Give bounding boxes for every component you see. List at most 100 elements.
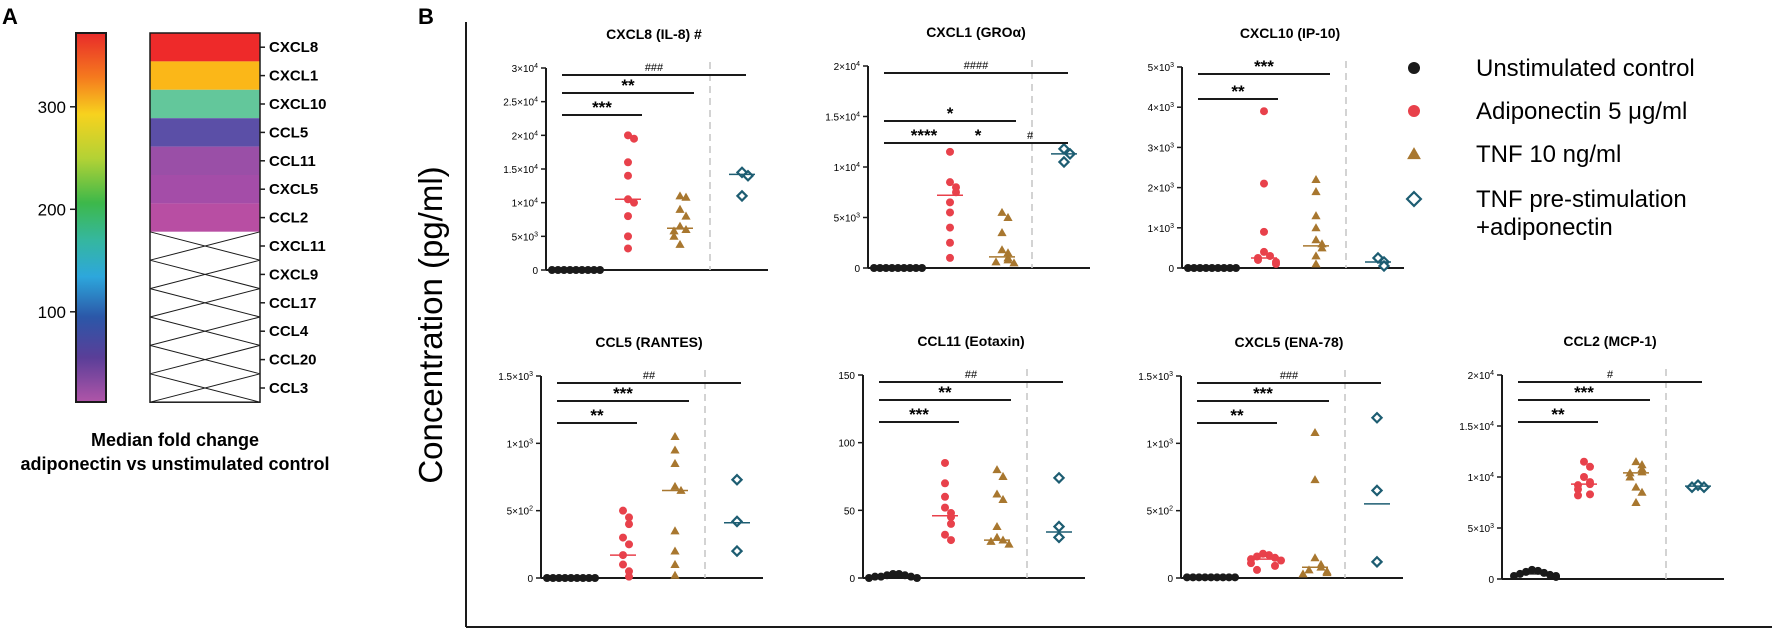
data-point (947, 536, 955, 545)
data-point (947, 519, 955, 528)
heatmap-row-label: CXCL11 (269, 238, 326, 255)
scale-tick-label: 300 (38, 98, 66, 117)
plot-6: CCL2 (MCP-1)05×1031×1041.5×1042×104*****… (1459, 333, 1724, 586)
data-point (1637, 487, 1647, 496)
heatmap-row-label: CXCL5 (269, 181, 318, 198)
plot-title: CCL2 (MCP-1) (1563, 333, 1656, 349)
data-point (986, 536, 996, 545)
data-point (1004, 539, 1014, 548)
significance-label: ### (1280, 370, 1299, 382)
data-point (1260, 107, 1268, 116)
y-tick-label-exponent: 4 (534, 198, 538, 205)
y-tick-label-base: 1×10 (834, 163, 857, 174)
y-tick-label-base: 1.5×10 (498, 372, 529, 383)
data-point (1534, 566, 1542, 575)
y-tick-label-exponent: 3 (1170, 183, 1174, 190)
y-tick-label: 1×103 (1147, 438, 1174, 450)
y-tick-label-base: 0 (527, 574, 533, 585)
plot-0: CXCL8 (IL-8) #05×1031×1041.5×1042×1042.5… (503, 26, 768, 277)
legend-marker (1407, 147, 1421, 160)
data-point (946, 198, 954, 207)
significance-label: *** (1253, 384, 1273, 403)
data-point (1253, 565, 1261, 574)
y-tick-label: 0 (1167, 574, 1173, 585)
data-point (1310, 475, 1320, 484)
plot-title: CCL5 (RANTES) (595, 334, 702, 350)
y-tick-label-base: 3×10 (1148, 143, 1171, 154)
data-point (1540, 568, 1548, 577)
y-tick-label: 5×103 (834, 213, 861, 225)
significance-label: *** (613, 384, 633, 403)
data-point (871, 572, 879, 581)
y-tick-label-exponent: 3 (1170, 62, 1174, 69)
data-point (876, 264, 884, 272)
significance-label: *** (1254, 57, 1274, 76)
data-point (1052, 531, 1066, 544)
data-point (991, 257, 1001, 266)
heatmap-cell (150, 203, 260, 232)
data-point (730, 473, 744, 486)
data-point (997, 228, 1007, 237)
panel-label-b: B (418, 4, 434, 29)
y-tick-label-exponent: 2 (1169, 506, 1173, 513)
data-point (624, 212, 632, 221)
heatmap-cross (149, 259, 261, 290)
y-tick-label-base: 2×10 (1468, 371, 1491, 382)
heatmap-row-label: CXCL9 (269, 266, 318, 283)
data-point (998, 471, 1008, 480)
data-point (1265, 551, 1273, 560)
data-point (1586, 462, 1594, 471)
heatmap-cross (149, 288, 261, 318)
y-tick-label: 5×102 (1147, 506, 1174, 518)
data-point (1311, 211, 1321, 220)
data-point (941, 530, 949, 539)
y-tick-label-base: 0 (849, 574, 855, 585)
y-tick-label: 1.5×103 (498, 371, 533, 383)
y-tick-label-base: 50 (844, 506, 856, 517)
y-tick-label: 5×103 (1468, 523, 1495, 535)
y-tick-label: 1×103 (1148, 223, 1175, 235)
data-point (907, 572, 915, 581)
significance-label: ## (643, 370, 656, 382)
heatmap-cell (150, 175, 260, 204)
data-point (946, 147, 954, 156)
significance-label: ** (938, 383, 952, 402)
y-tick-label: 0 (527, 574, 533, 585)
data-point (1370, 555, 1384, 568)
legend-label: Adiponectin 5 μg/ml (1476, 98, 1687, 125)
data-point (865, 574, 873, 582)
heatmap-row-label: CCL20 (269, 352, 317, 369)
scatter-plots: CXCL8 (IL-8) #05×1031×1041.5×1042×1042.5… (498, 24, 1724, 586)
data-point (625, 540, 633, 549)
y-tick-label-base: 150 (838, 371, 855, 382)
data-point (946, 223, 954, 232)
data-point (619, 533, 627, 542)
data-point (1586, 490, 1594, 499)
data-point (946, 253, 954, 262)
legend-marker (1408, 62, 1420, 74)
significance-label: # (1027, 130, 1034, 142)
data-point (730, 515, 744, 528)
data-point (1574, 485, 1582, 494)
data-point (630, 134, 638, 143)
data-point (548, 266, 556, 274)
data-point (681, 225, 691, 234)
y-tick-label: 3×103 (1148, 142, 1175, 154)
y-tick-label: 2.5×104 (503, 97, 538, 109)
y-tick-label: 0 (1168, 264, 1174, 275)
data-point (941, 503, 949, 512)
heatmap-caption-line2: adiponectin vs unstimulated control (20, 454, 329, 474)
plot-title: CXCL10 (IP-10) (1240, 25, 1340, 41)
heatmap-row-label: CCL2 (269, 210, 308, 227)
y-tick-label: 0 (849, 574, 855, 585)
data-point (1317, 243, 1327, 252)
data-point (1277, 556, 1285, 565)
data-point (1528, 565, 1536, 574)
y-tick-label-exponent: 4 (534, 63, 538, 70)
data-point (735, 189, 749, 203)
y-tick-label: 1.5×104 (503, 164, 538, 176)
data-point (670, 445, 680, 454)
heatmap-row-label: CXCL10 (269, 96, 327, 113)
data-point (1254, 255, 1262, 264)
